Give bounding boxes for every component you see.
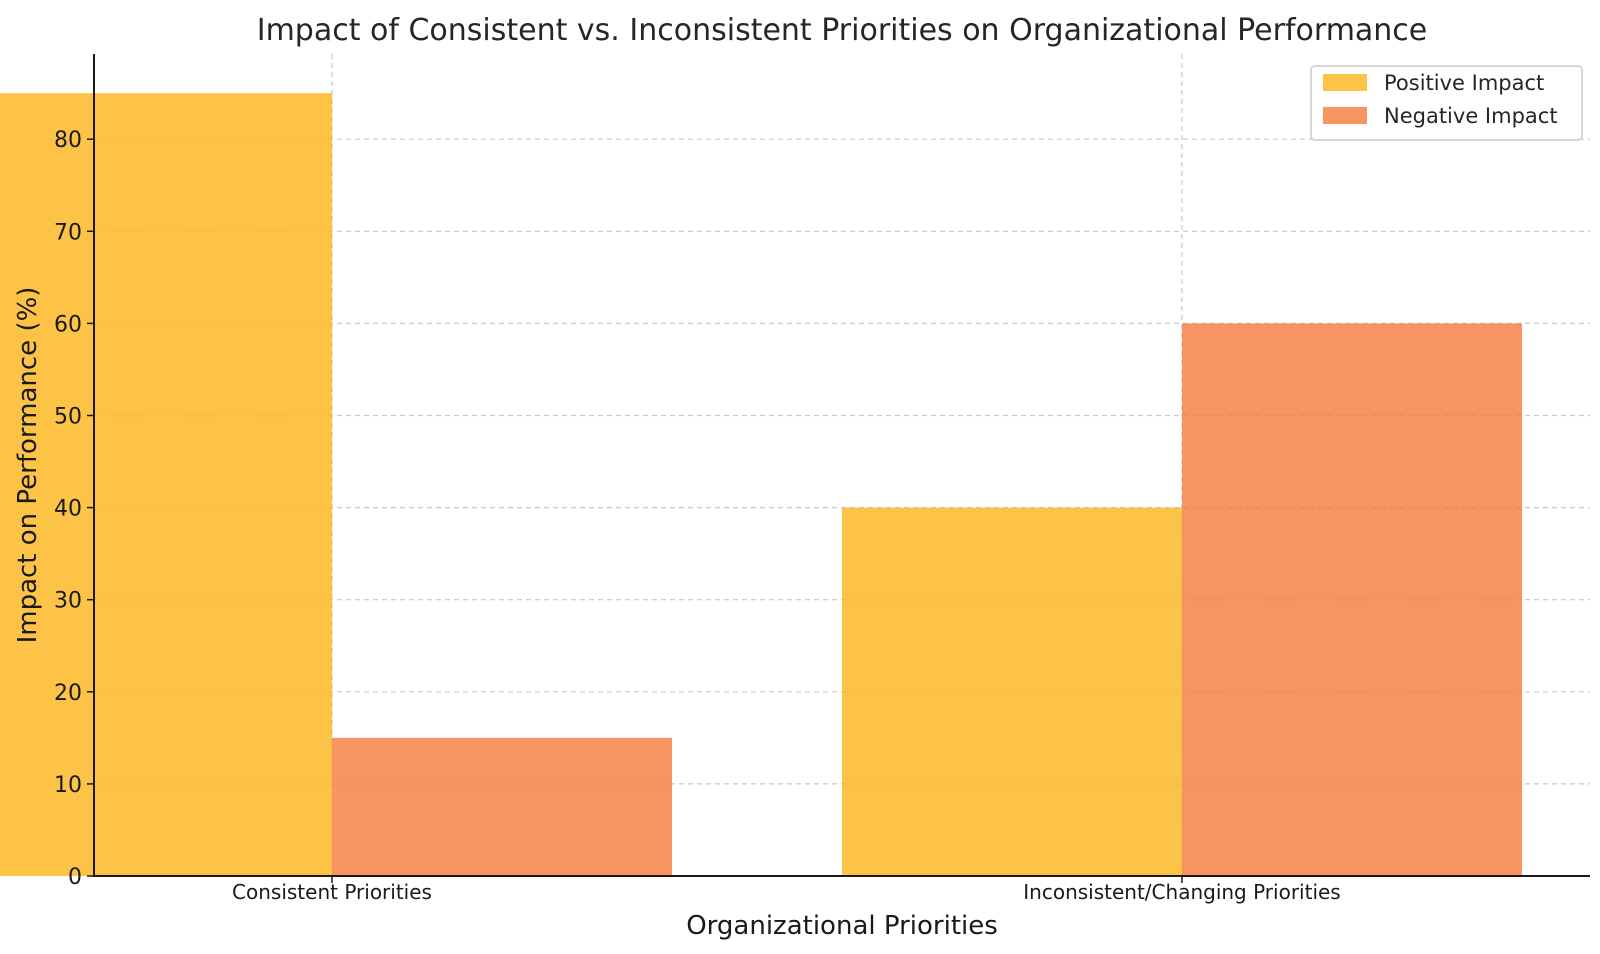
legend-swatch-negative (1323, 107, 1367, 124)
x-axis-title: Organizational Priorities (686, 911, 998, 941)
x-tick-label-1: Inconsistent/Changing Priorities (1023, 880, 1340, 904)
y-tick-label-20: 20 (54, 681, 82, 706)
legend: Positive Impact Negative Impact (1310, 65, 1583, 141)
bars (0, 93, 1522, 876)
y-tick-label-40: 40 (54, 497, 82, 522)
y-axis-title: Impact on Performance (%) (13, 287, 43, 644)
y-tick-label-70: 70 (54, 220, 82, 245)
tick-labels: 0 10 20 30 40 50 60 70 80 Consistent Priorities In… (54, 128, 1341, 904)
y-tick-label-30: 30 (54, 589, 82, 614)
x-tick-label-0: Consistent Priorities (232, 880, 432, 904)
legend-label-positive: Positive Impact (1384, 71, 1544, 95)
chart-title: Impact of Consistent vs. Inconsistent Pr… (257, 13, 1428, 48)
bar-negative-0 (332, 737, 672, 876)
bar-positive-0 (0, 93, 332, 876)
y-tick-label-0: 0 (68, 865, 82, 890)
bar-positive-1 (842, 507, 1182, 876)
legend-swatch-positive (1323, 74, 1367, 91)
y-tick-label-50: 50 (54, 404, 82, 429)
y-tick-label-80: 80 (54, 128, 82, 153)
legend-box (1310, 65, 1583, 141)
bar-negative-1 (1182, 323, 1522, 876)
y-tick-label-60: 60 (54, 312, 82, 337)
axes (93, 54, 1590, 877)
legend-label-negative: Negative Impact (1384, 104, 1558, 128)
y-tick-label-10: 10 (54, 773, 82, 798)
